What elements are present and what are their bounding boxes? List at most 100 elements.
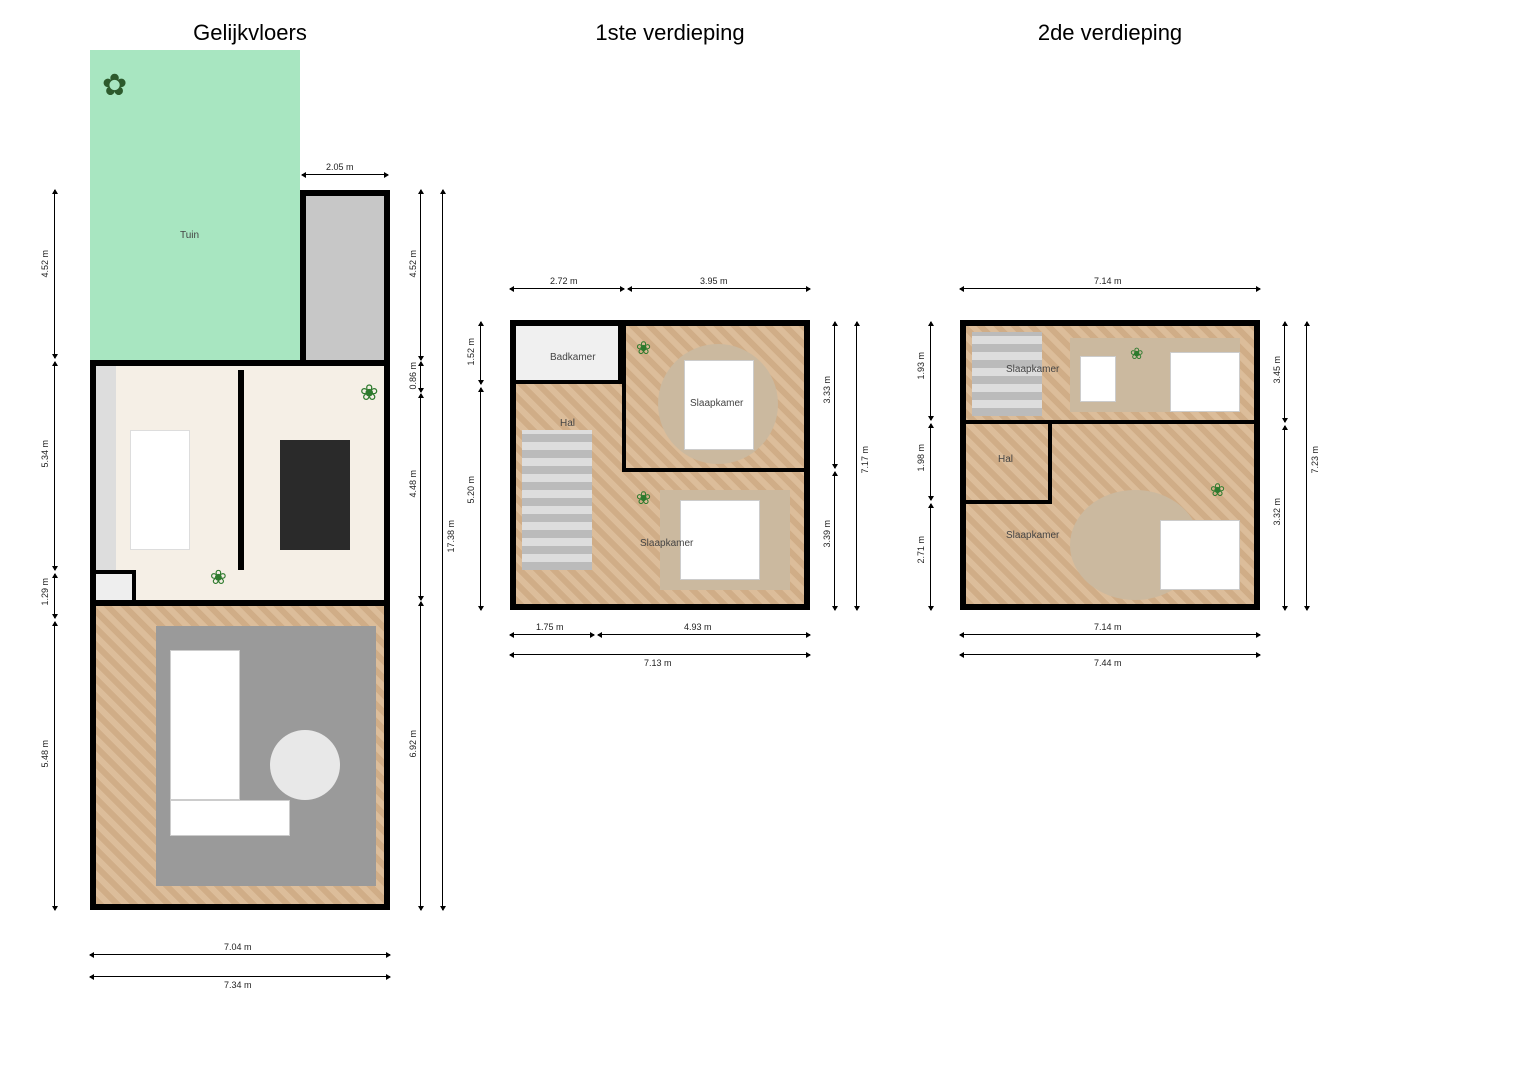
plant-icon: ❀ <box>1130 344 1143 364</box>
dim-label: 1.52 m <box>466 338 476 366</box>
dim-line <box>1284 322 1285 422</box>
dim-line <box>480 322 481 384</box>
label-tuin: Tuin <box>180 230 199 241</box>
dim-label: 0.86 m <box>408 362 418 390</box>
dim-line <box>960 654 1260 655</box>
dim-label: 3.95 m <box>700 276 728 286</box>
dim-line <box>54 362 55 570</box>
coffee-table <box>270 730 340 800</box>
dining-table <box>280 440 350 550</box>
wall <box>966 500 1052 504</box>
dim-label: 6.92 m <box>408 730 418 758</box>
dim-line <box>628 288 810 289</box>
dim-line <box>54 190 55 358</box>
title-f2: 2de verdieping <box>1000 20 1220 46</box>
dim-label: 5.34 m <box>40 440 50 468</box>
dim-label: 17.38 m <box>446 520 456 553</box>
plant-icon: ❀ <box>210 565 227 590</box>
wall <box>1048 420 1254 424</box>
dim-label: 3.33 m <box>822 376 832 404</box>
dim-label: 5.20 m <box>466 476 476 504</box>
plant-icon: ❀ <box>1210 480 1225 501</box>
dim-line <box>510 654 810 655</box>
dim-label: 2.71 m <box>916 536 926 564</box>
dim-label: 4.48 m <box>408 470 418 498</box>
dim-label: 7.34 m <box>224 980 252 990</box>
label-slaap2: Slaapkamer <box>640 538 693 549</box>
dim-label: 7.13 m <box>644 658 672 668</box>
plan-first-floor: ❀ ❀ Badkamer Hal Slaapkamer Slaapkamer 2… <box>510 320 810 610</box>
dim-line <box>510 634 594 635</box>
dim-line <box>598 634 810 635</box>
dim-line <box>834 322 835 468</box>
dim-label: 7.14 m <box>1094 622 1122 632</box>
kitchen-island <box>130 430 190 550</box>
label-hal: Hal <box>560 418 575 429</box>
wall <box>622 468 806 472</box>
dim-label: 7.44 m <box>1094 658 1122 668</box>
label-slaap1: Slaapkamer <box>690 398 743 409</box>
label-hal: Hal <box>998 454 1013 465</box>
sofa-section-1 <box>170 650 240 800</box>
dim-label: 1.93 m <box>916 352 926 380</box>
title-f1: 1ste verdieping <box>560 20 780 46</box>
plant-icon: ❀ <box>636 488 651 509</box>
dim-line <box>960 634 1260 635</box>
dim-line <box>420 190 421 360</box>
dim-label: 1.75 m <box>536 622 564 632</box>
dim-line <box>834 472 835 610</box>
plant-icon: ❀ <box>360 380 378 406</box>
dim-line <box>420 394 421 600</box>
dim-label: 3.45 m <box>1272 356 1282 384</box>
wall <box>622 326 626 472</box>
wall <box>966 420 1052 424</box>
plan-ground-floor: ✿ ❀ ❀ Tuin 2.05 m 7.04 m 7.34 m 4.52 m 5… <box>90 50 390 910</box>
bench <box>1080 356 1116 402</box>
room-annex <box>300 190 390 360</box>
bed <box>1170 352 1240 412</box>
kitchen-divider-wall <box>238 370 244 570</box>
wall <box>1048 420 1052 504</box>
dim-line <box>930 322 931 420</box>
dim-line <box>420 362 421 392</box>
dim-line <box>930 504 931 610</box>
dim-label: 7.04 m <box>224 942 252 952</box>
dim-line <box>1284 426 1285 610</box>
dim-label: 4.52 m <box>408 250 418 278</box>
dim-label: 4.52 m <box>40 250 50 278</box>
sofa-section-2 <box>170 800 290 836</box>
plant-icon: ❀ <box>636 338 651 359</box>
dim-line <box>90 976 390 977</box>
dim-line <box>1306 322 1307 610</box>
label-slaap2: Slaapkamer <box>1006 530 1059 541</box>
bed <box>1160 520 1240 590</box>
dim-label: 1.29 m <box>40 578 50 606</box>
dim-label: 7.17 m <box>860 446 870 474</box>
dim-line <box>510 288 624 289</box>
plan-second-floor: ❀ ❀ Slaapkamer Hal Slaapkamer 7.14 m 7.1… <box>960 320 1260 610</box>
kitchen-counter <box>96 366 116 596</box>
dim-line <box>54 574 55 618</box>
dim-line <box>90 954 390 955</box>
dim-line <box>420 602 421 910</box>
dim-line <box>480 388 481 610</box>
label-slaap1: Slaapkamer <box>1006 364 1059 375</box>
dim-line <box>302 174 388 175</box>
dim-line <box>930 424 931 500</box>
dim-line <box>856 322 857 610</box>
plant-icon: ✿ <box>102 68 127 103</box>
dim-label: 4.93 m <box>684 622 712 632</box>
stairs <box>522 430 592 570</box>
dim-label: 2.72 m <box>550 276 578 286</box>
dim-label: 7.14 m <box>1094 276 1122 286</box>
dim-line <box>442 190 443 910</box>
dim-label: 3.39 m <box>822 520 832 548</box>
label-badkamer: Badkamer <box>550 352 596 363</box>
dim-label: 1.98 m <box>916 444 926 472</box>
title-gf: Gelijkvloers <box>150 20 350 46</box>
dim-label: 5.48 m <box>40 740 50 768</box>
dim-label: 7.23 m <box>1310 446 1320 474</box>
dim-line <box>960 288 1260 289</box>
dim-label: 3.32 m <box>1272 498 1282 526</box>
dim-label: 2.05 m <box>326 162 354 172</box>
